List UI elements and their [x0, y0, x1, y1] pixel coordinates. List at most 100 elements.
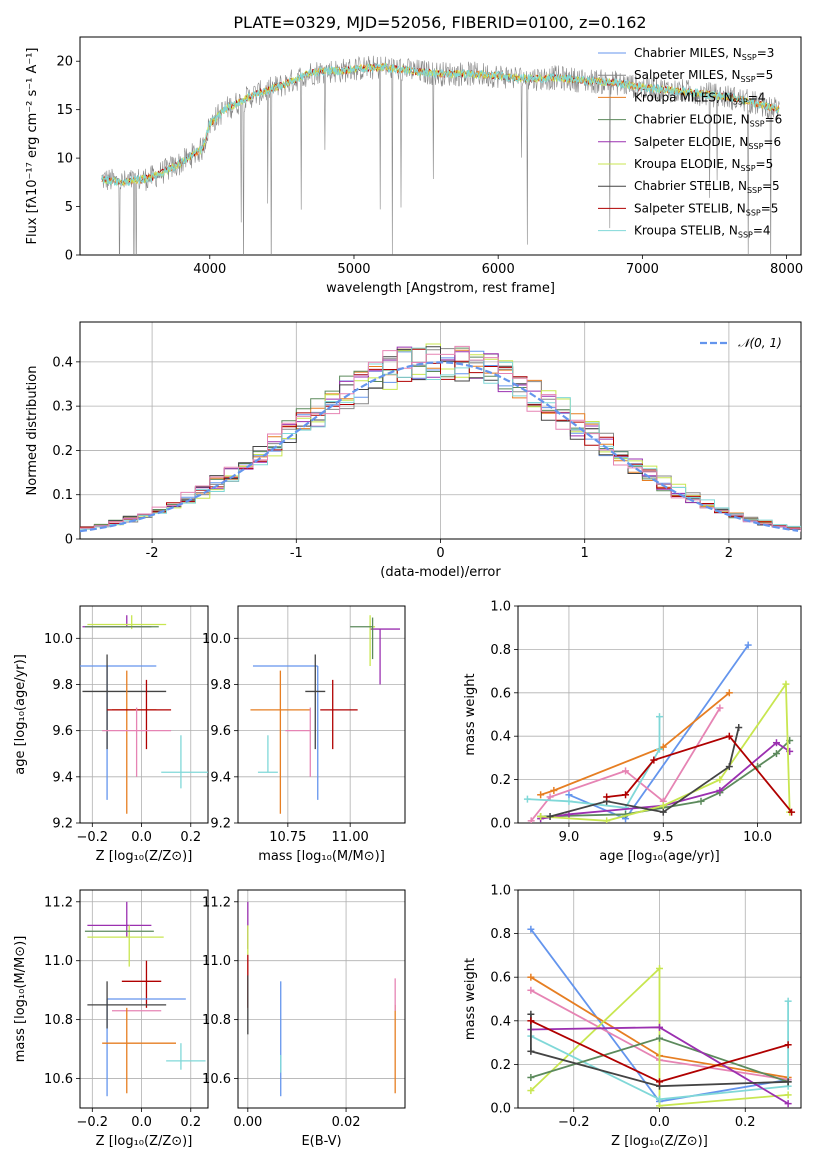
errorbar-point: [87, 925, 164, 967]
mass-weight-vs-age-frame: [517, 605, 802, 824]
y-tick-label: 9.8: [52, 678, 73, 693]
series-marker: [784, 1041, 792, 1049]
y-tick-label: 0.6: [490, 686, 511, 701]
errorbar-point: [370, 628, 401, 685]
y-tick-label: 5: [65, 200, 73, 215]
x-axis-label: Z [log₁₀(Z/Z⊙)]: [611, 1134, 708, 1149]
errorbar-point: [106, 998, 186, 1097]
y-tick-label: 0.4: [490, 1014, 511, 1029]
y-axis-label: mass weight: [463, 673, 478, 755]
x-tick-label: 0.02: [332, 1115, 361, 1130]
series-line: [527, 716, 661, 809]
y-tick-label: 0.3: [52, 400, 73, 415]
mass-vs-EBV-frame: [237, 889, 406, 1109]
y-tick-label: 0.2: [52, 444, 73, 459]
x-tick-label: 8000: [770, 262, 803, 277]
errorbar-point: [87, 981, 167, 1029]
legend-entry: Salpeter ELODIE, NSSP=6: [634, 135, 781, 151]
legend-entry: Chabrier STELIB, NSSP=5: [634, 179, 780, 195]
y-tick-label: 10.8: [44, 1013, 73, 1028]
series-marker: [656, 1102, 663, 1108]
series-marker: [788, 808, 796, 816]
y-tick-label: 11.0: [44, 954, 73, 969]
y-tick-label: 0.2: [490, 1058, 511, 1073]
legend-entry: Salpeter MILES, NSSP=5: [634, 68, 773, 84]
x-axis-label: Z [log₁₀(Z/Z⊙)]: [96, 1134, 193, 1149]
errorbar-point: [107, 679, 172, 750]
x-tick-label: 0.0: [131, 830, 152, 845]
series-line: [540, 692, 730, 796]
x-tick-label: 1: [581, 546, 589, 561]
figure-title: PLATE=0329, MJD=52056, FIBERID=0100, z=0…: [233, 13, 646, 32]
errorbar-point: [102, 1007, 176, 1094]
x-axis-label: wavelength [Angstrom, rest frame]: [326, 281, 555, 296]
x-tick-label: 6000: [482, 262, 515, 277]
legend-entry: 𝒩(0, 1): [738, 336, 782, 350]
x-tick-label: 5000: [337, 262, 370, 277]
errorbar-point: [80, 665, 157, 800]
x-tick-label: 4000: [193, 262, 226, 277]
series-marker: [527, 973, 535, 981]
series-marker: [527, 1047, 535, 1055]
x-tick-label: -2: [146, 546, 159, 561]
series-marker: [537, 791, 545, 799]
series-marker: [656, 1023, 663, 1031]
spectrum-legend: Chabrier MILES, NSSP=3 Salpeter MILES, NS…: [598, 46, 782, 240]
x-tick-label: 7000: [626, 262, 659, 277]
errorbar-point: [121, 960, 162, 1008]
series-marker: [656, 713, 663, 721]
y-axis-label: mass weight: [463, 958, 478, 1040]
errorbar-point: [82, 654, 167, 750]
series-marker: [603, 793, 611, 801]
y-tick-label: 0.2: [490, 773, 511, 788]
series-marker: [527, 1073, 535, 1081]
y-tick-label: 11.2: [44, 895, 73, 910]
series-marker: [656, 1095, 663, 1103]
x-tick-label: 10.75: [269, 830, 306, 845]
x-tick-label: -1: [290, 546, 303, 561]
errorbar-point: [305, 654, 326, 750]
series-marker: [622, 791, 630, 799]
spectrum-frame: [79, 36, 802, 256]
series-marker: [527, 986, 535, 994]
y-tick-label: 9.6: [52, 724, 73, 739]
x-axis-label: E(B-V): [301, 1134, 341, 1149]
mass-vs-Z-errorbars: [84, 901, 206, 1097]
y-tick-label: 0.4: [490, 730, 511, 745]
series-marker: [603, 817, 611, 823]
errorbar-point: [350, 617, 374, 660]
errorbar-point: [252, 665, 319, 800]
series-marker: [784, 997, 792, 1005]
series-marker: [656, 745, 663, 753]
x-axis-label: age [log₁₀(age/yr)]: [599, 849, 720, 864]
model-spectrum-line: [101, 62, 780, 187]
y-tick-label: 20: [56, 55, 73, 70]
mass-vs-Z-axes: −0.2 0.0 0.2 10.6 10.8 11.0 11.2 Z [log₁₀(Z/Z⊙)…: [13, 889, 209, 1149]
x-tick-label: 0.2: [180, 830, 201, 845]
errorbar-point: [112, 670, 157, 814]
y-tick-label: 0: [65, 533, 73, 548]
y-tick-label: 10.6: [202, 1072, 231, 1087]
mass-weight-vs-age-axes: 9.0 9.5 10.0 0.0 0.2 0.4 0.6 0.8 1.0 age [log₁₀(a…: [463, 600, 802, 864]
x-tick-label: 2: [725, 546, 733, 561]
x-tick-label: −0.2: [558, 1115, 590, 1130]
errorbar-point: [161, 735, 208, 789]
y-axis-label: Normed distribution: [25, 366, 40, 496]
mass-vs-EBV-errorbars: [247, 901, 396, 1097]
series-marker: [659, 802, 667, 810]
mass-weight-vs-age-series: [523, 641, 796, 823]
y-tick-label: 0.4: [52, 355, 73, 370]
y-tick-label: 0: [65, 249, 73, 264]
y-tick-label: 10.0: [202, 632, 231, 647]
y-tick-label: 10.6: [44, 1072, 73, 1087]
series-marker: [656, 964, 663, 972]
x-tick-label: −0.2: [77, 830, 109, 845]
series-marker: [537, 812, 545, 820]
age-vs-mass-frame: [237, 605, 406, 824]
series-marker: [784, 1078, 792, 1086]
series-marker: [744, 641, 752, 649]
x-tick-label: −0.2: [77, 1115, 109, 1130]
series-marker: [735, 724, 743, 732]
legend-entry: Kroupa STELIB, NSSP=4: [634, 224, 771, 240]
